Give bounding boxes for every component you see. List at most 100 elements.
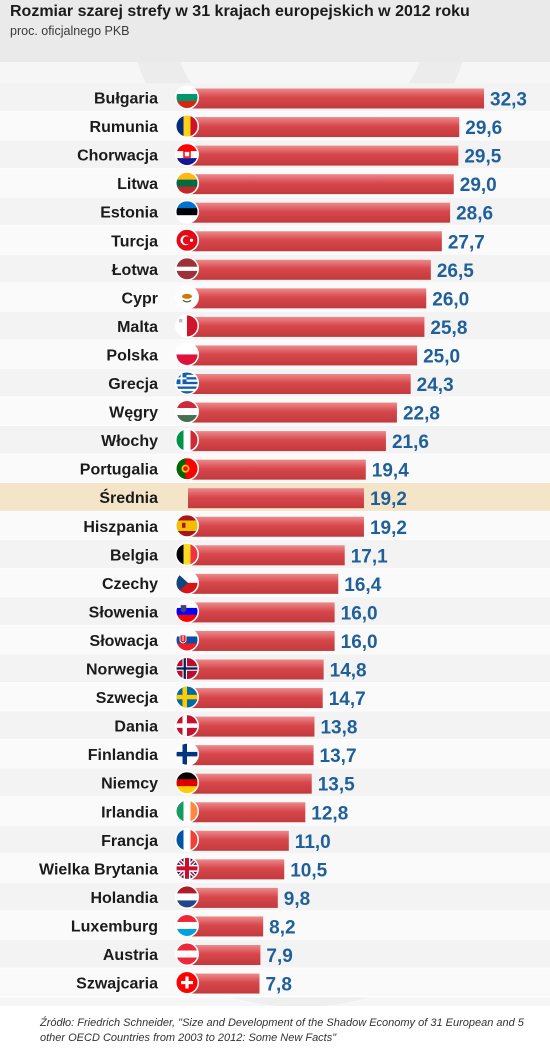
chart-header: Rozmiar szarej strefy w 31 krajach europ… — [0, 0, 550, 62]
category-label: Włochy — [101, 433, 158, 450]
bar — [188, 117, 460, 138]
value-label: 14,7 — [329, 689, 366, 710]
flag-fr-icon — [176, 829, 198, 851]
category-label: Czechy — [102, 576, 158, 593]
category-label: Węgry — [109, 405, 158, 422]
flag-hu-icon — [176, 401, 198, 423]
bar-row-włochy: Włochy 21,6 — [0, 425, 550, 455]
category-label: Litwa — [117, 176, 158, 193]
value-label: 26,0 — [432, 289, 469, 310]
bar — [188, 688, 323, 709]
category-label: Słowacja — [90, 633, 159, 650]
category-label: Turcja — [111, 233, 158, 250]
category-label: Francja — [101, 833, 158, 850]
row-background — [0, 939, 550, 969]
value-label: 29,5 — [464, 147, 501, 168]
category-label: Finlandia — [88, 747, 158, 764]
bar-row-holandia: Holandia 9,8 — [0, 882, 550, 912]
category-label: Austria — [103, 947, 158, 964]
bar-row-norwegia: Norwegia 14,8 — [0, 654, 550, 684]
flag-lv-icon — [176, 258, 198, 280]
bar-row-hiszpania: Hiszpania 19,2 — [0, 511, 550, 541]
bar — [188, 488, 364, 509]
value-label: 27,7 — [448, 232, 485, 253]
flag-ro-icon — [176, 115, 198, 137]
bar-row-dania: Dania 13,8 — [0, 711, 550, 741]
value-label: 25,0 — [423, 346, 460, 367]
flag-es-icon — [176, 515, 198, 537]
flag-cz-icon — [176, 572, 198, 594]
bar-row-finlandia: Finlandia 13,7 — [0, 739, 550, 770]
bar — [188, 859, 285, 880]
category-label: Luxemburg — [71, 918, 158, 935]
bar — [188, 659, 324, 680]
flag-gr-icon — [176, 372, 198, 394]
bar — [188, 545, 345, 566]
flag-hr-icon — [176, 144, 198, 166]
value-label: 26,5 — [437, 261, 474, 282]
bar-row-rumunia: Rumunia 29,6 — [0, 111, 550, 141]
value-label: 10,5 — [290, 860, 327, 881]
value-label: 19,4 — [372, 461, 409, 482]
row-background — [0, 968, 550, 997]
flag-mt-icon — [176, 315, 198, 337]
bar — [188, 630, 335, 651]
value-label: 16,4 — [344, 575, 381, 596]
category-label: Belgia — [110, 547, 158, 564]
category-label: Chorwacja — [77, 148, 158, 165]
bar — [188, 773, 312, 794]
bar — [188, 716, 315, 737]
flag-no-icon — [176, 658, 198, 679]
category-label: Szwecja — [96, 690, 158, 707]
category-label: Cypr — [122, 290, 158, 307]
value-label: 16,0 — [341, 632, 378, 653]
category-label: Malta — [117, 319, 158, 336]
bar-row-belgia: Belgia 17,1 — [0, 540, 550, 570]
category-label: Szwajcaria — [76, 976, 158, 993]
bar — [188, 573, 339, 594]
flag-ee-icon — [176, 201, 198, 223]
bar-row-luxemburg: Luxemburg 8,2 — [0, 911, 550, 941]
bar — [188, 231, 442, 252]
bar-row-grecja: Grecja 24,3 — [0, 368, 550, 398]
bar-row-cypr: Cypr 26,0 — [0, 283, 550, 313]
value-label: 28,6 — [456, 204, 493, 225]
bar — [188, 945, 261, 965]
bar-row-francja: Francja 11,0 — [0, 825, 550, 855]
bar-row-niemcy: Niemcy 13,5 — [0, 768, 550, 798]
flag-sk-icon — [176, 629, 198, 651]
bar-row-węgry: Węgry 22,8 — [0, 397, 550, 427]
category-label: Hiszpania — [83, 519, 158, 536]
value-label: 13,8 — [320, 718, 357, 739]
category-label: Grecja — [108, 376, 158, 393]
bar — [188, 745, 314, 766]
bar-row-turcja: Turcja 27,7 — [0, 225, 550, 256]
flag-cy-icon — [176, 286, 198, 308]
bar — [188, 316, 425, 337]
category-label: Norwegia — [86, 662, 158, 679]
flag-gb-icon — [176, 857, 198, 879]
bar — [188, 602, 335, 623]
bar — [188, 459, 366, 480]
category-label: Polska — [106, 347, 158, 364]
bar — [188, 516, 364, 537]
value-label: 32,3 — [490, 90, 527, 111]
flag-ch-icon — [176, 972, 198, 994]
bar — [188, 202, 451, 223]
value-label: 8,2 — [269, 917, 295, 938]
bar-row-irlandia: Irlandia 12,8 — [0, 796, 550, 827]
flag-ie-icon — [176, 800, 198, 822]
flag-be-icon — [176, 543, 198, 565]
category-label: Niemcy — [101, 776, 158, 793]
flag-at-icon — [176, 943, 198, 965]
source-note: Źródło: Friedrich Schneider, "Size and D… — [40, 1017, 524, 1044]
category-label: Rumunia — [90, 119, 159, 136]
value-label: 14,8 — [330, 661, 367, 682]
flag-bg-icon — [176, 87, 198, 108]
value-label: 17,1 — [351, 546, 388, 567]
value-label: 11,0 — [295, 832, 331, 853]
bar-row-malta: Malta 25,8 — [0, 311, 550, 341]
flag-lu-icon — [176, 914, 198, 936]
flag-de-icon — [176, 772, 198, 794]
bar — [188, 916, 264, 937]
